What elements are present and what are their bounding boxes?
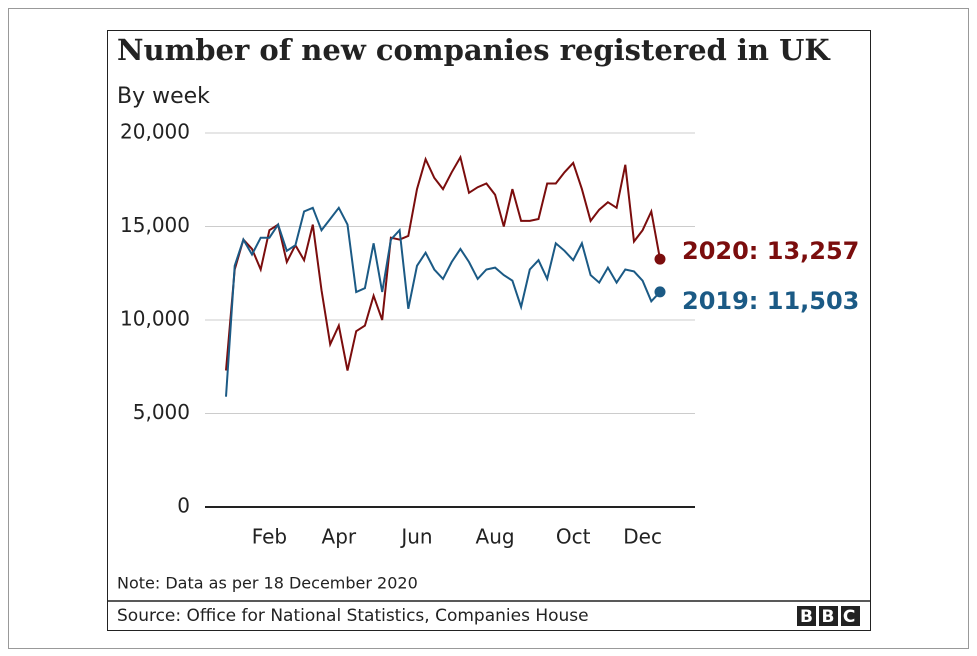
frame — [8, 8, 969, 649]
series-label: 2020: 13,257 — [682, 237, 859, 265]
series-line — [225, 154, 661, 371]
source: Source: Office for National Statistics, … — [117, 606, 589, 626]
note: Note: Data as per 18 December 2020 — [117, 574, 418, 593]
series-label: 2019: 11,503 — [682, 287, 859, 315]
chart-subtitle: By week — [117, 84, 210, 109]
x-tick-label: Feb — [252, 525, 287, 549]
series-line — [225, 205, 661, 397]
end-point — [654, 286, 666, 298]
chart-title: Number of new companies registered in UK — [117, 33, 831, 67]
logo-box — [841, 606, 860, 626]
chart-box — [107, 30, 871, 631]
logo-text: BBC — [800, 607, 864, 627]
x-tick-label: Dec — [623, 525, 662, 549]
x-tick-label: Jun — [399, 525, 432, 549]
x-tick-label: Apr — [322, 525, 357, 549]
y-tick-label: 20,000 — [120, 120, 190, 144]
x-tick-label: Oct — [556, 525, 591, 549]
x-tick-label: Aug — [476, 525, 515, 549]
logo-box — [819, 606, 838, 626]
end-point — [654, 253, 666, 265]
y-tick-label: 0 — [177, 494, 190, 518]
logo: BBC — [797, 606, 864, 627]
logo-box — [797, 606, 816, 626]
y-tick-label: 5,000 — [133, 400, 190, 424]
y-tick-label: 15,000 — [120, 213, 190, 237]
y-tick-label: 10,000 — [120, 307, 190, 331]
